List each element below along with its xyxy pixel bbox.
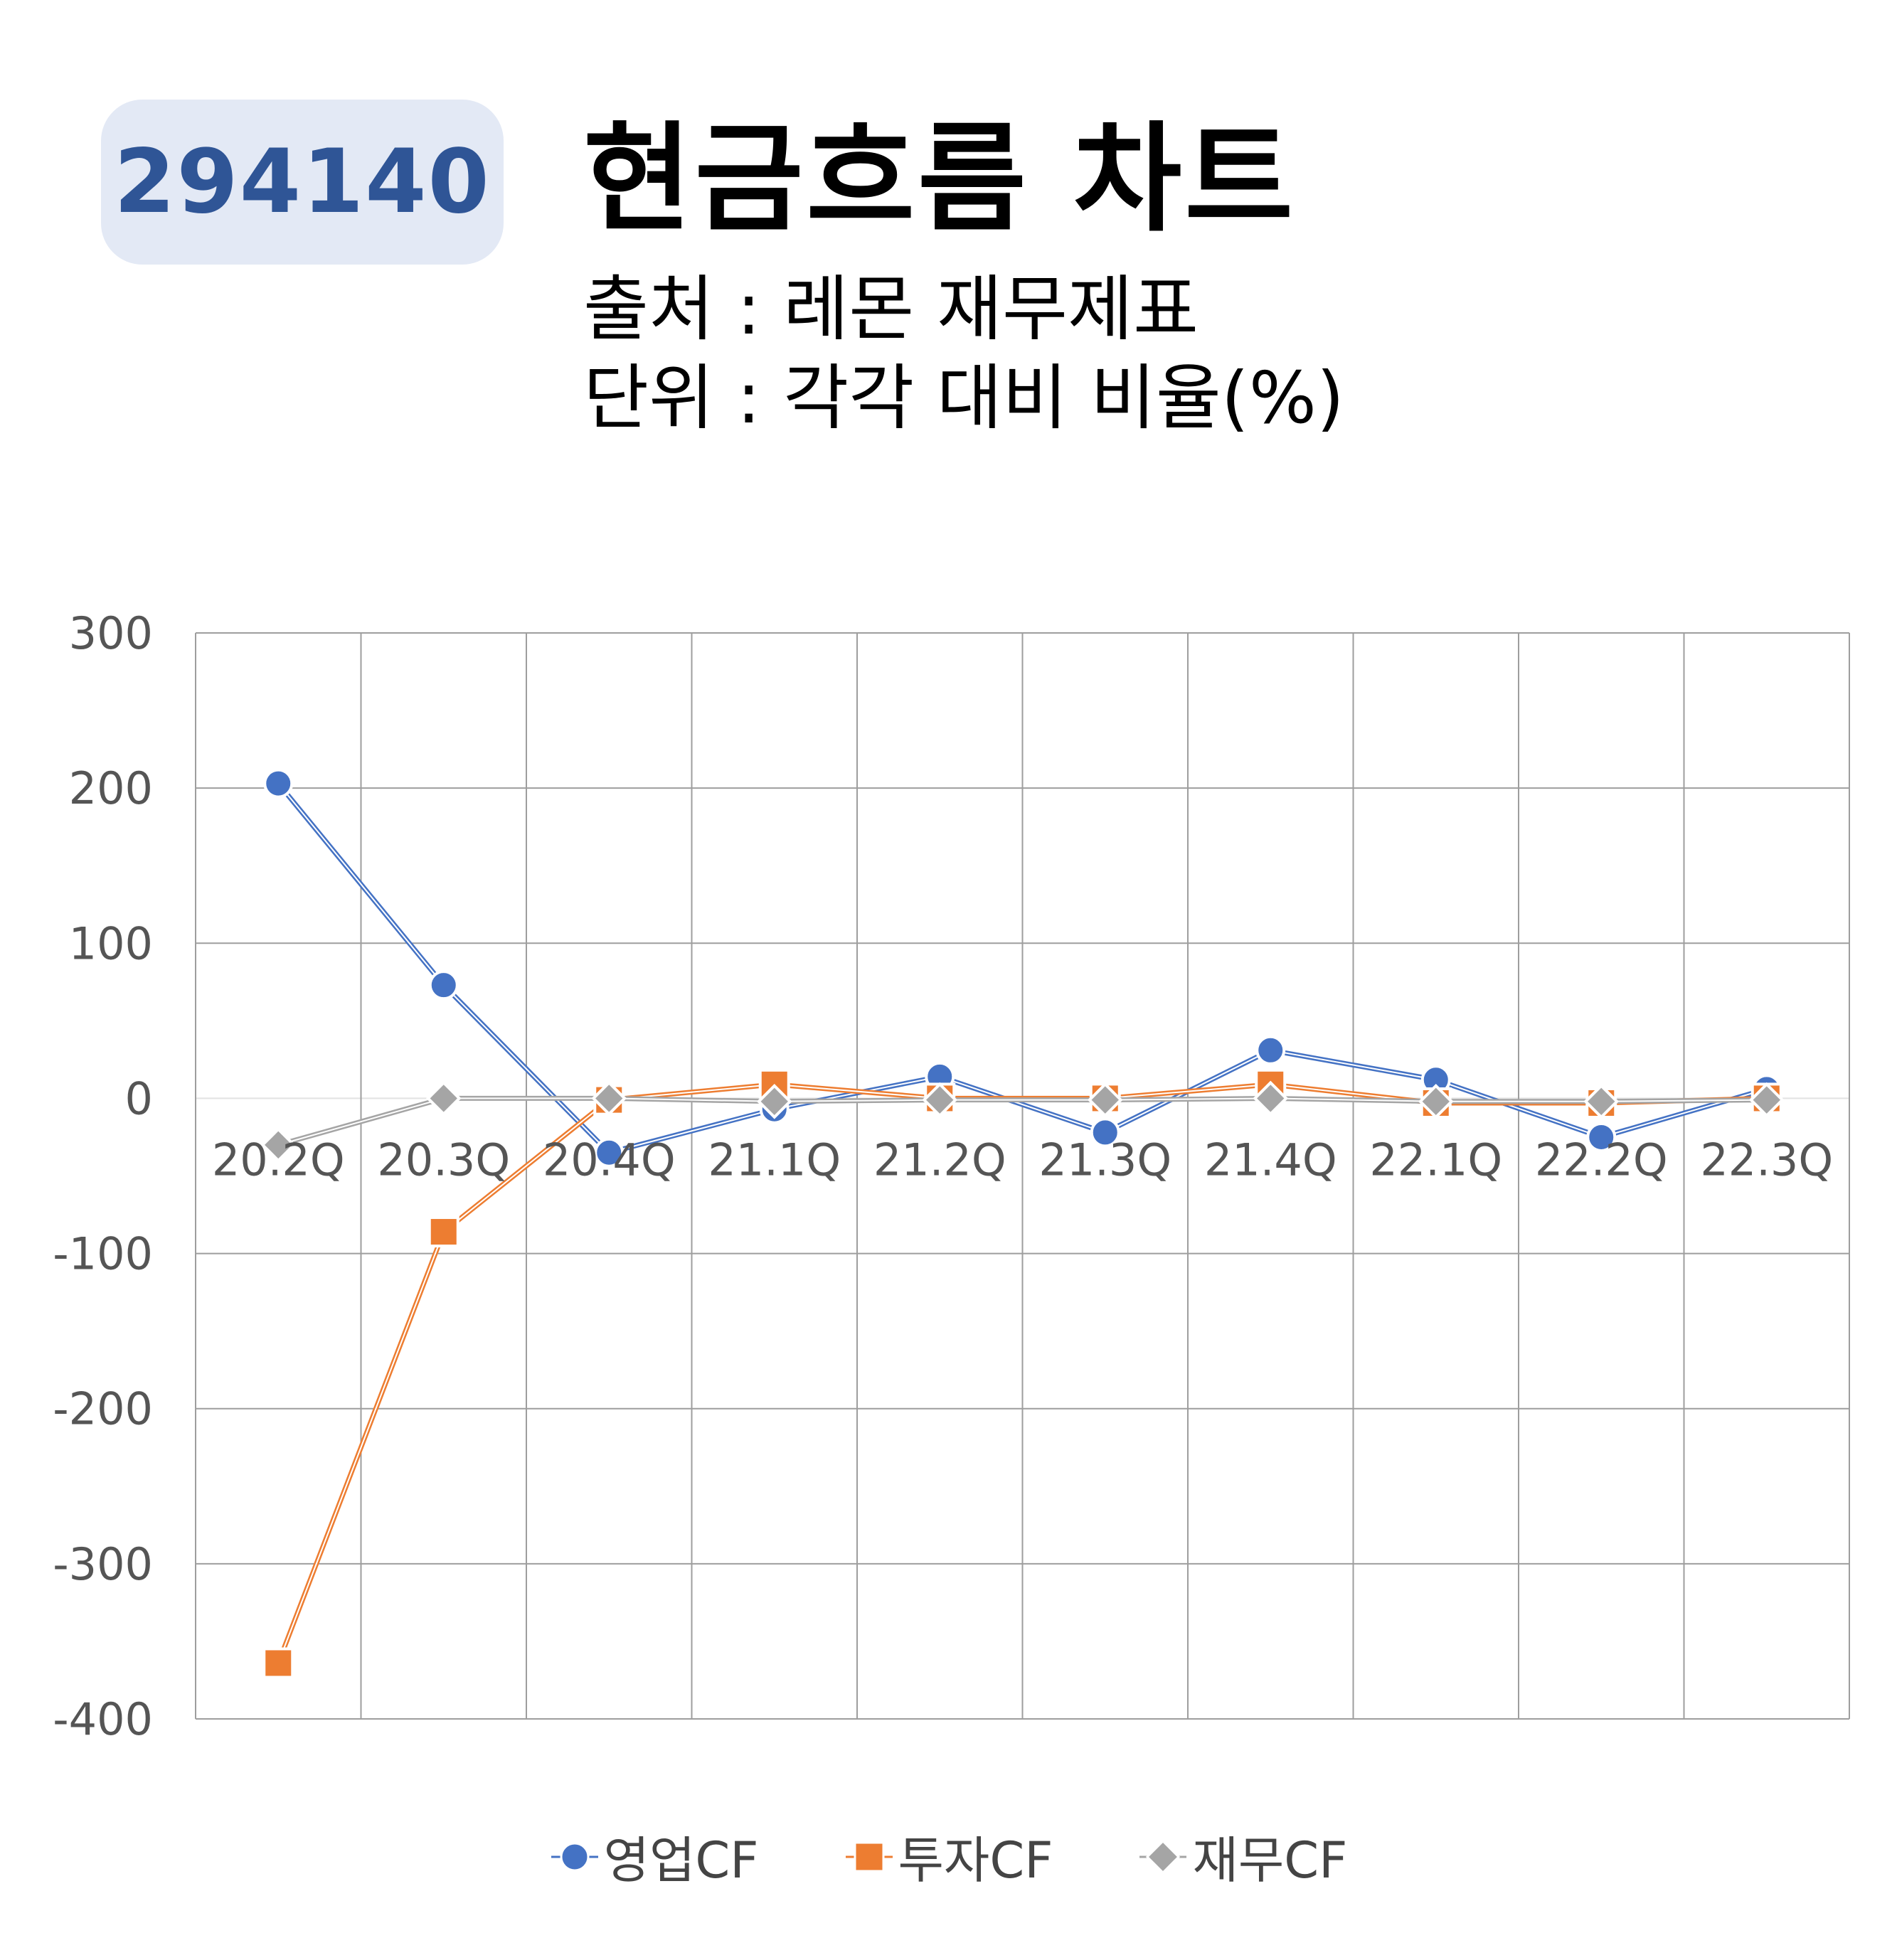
y-tick-label: 200 [69, 762, 153, 814]
x-tick-label: 21.2Q [873, 1134, 1006, 1186]
data-point[interactable] [1748, 1082, 1785, 1118]
data-point[interactable] [1087, 1082, 1123, 1118]
y-tick-label: -400 [53, 1693, 153, 1745]
series-lines [260, 768, 1785, 1679]
x-tick-label: 22.2Q [1535, 1134, 1668, 1186]
data-point[interactable] [1255, 1035, 1286, 1065]
data-point[interactable] [263, 768, 294, 799]
legend-item-financing[interactable]: 재무CF [1138, 1821, 1347, 1892]
data-point[interactable] [260, 1127, 297, 1163]
unit-label: 단위 : 각각 대비 비율(%) [583, 356, 1344, 440]
series-line-inner [277, 782, 1768, 1154]
data-point[interactable] [594, 1137, 625, 1168]
data-point[interactable] [1418, 1083, 1454, 1119]
x-tick-label: 21.1Q [708, 1134, 841, 1186]
y-tick-label: 100 [69, 917, 153, 969]
series-재무CF [260, 1080, 1785, 1163]
x-tick-label: 20.3Q [377, 1134, 510, 1186]
legend-label-financing: 재무CF [1192, 1831, 1348, 1890]
x-tick-label: 22.1Q [1369, 1134, 1502, 1186]
legend-item-operating[interactable]: 영업CF [550, 1821, 759, 1892]
data-point[interactable] [1586, 1122, 1617, 1152]
legend-item-investing[interactable]: 투자CF [844, 1821, 1053, 1892]
data-point[interactable] [1090, 1117, 1120, 1148]
chart-title: 현금흐름 차트 [583, 111, 1297, 248]
data-point[interactable] [591, 1080, 627, 1117]
x-tick-label: 22.3Q [1700, 1134, 1833, 1186]
y-axis-ticks: 300 200 100 0 -100 -200 -300 -400 [53, 607, 153, 1745]
ticker-code: 294140 [114, 131, 491, 233]
y-tick-label: -100 [53, 1228, 153, 1280]
x-tick-label: 20.2Q [212, 1134, 345, 1186]
source-label: 출처 : 레몬 재무제표 [583, 267, 1199, 351]
legend-label-investing: 투자CF [898, 1831, 1053, 1890]
data-point[interactable] [262, 1647, 294, 1679]
data-point[interactable] [1253, 1080, 1289, 1117]
grid [195, 632, 1850, 1720]
y-tick-label: 0 [125, 1072, 153, 1124]
ticker-badge: 294140 [101, 100, 504, 265]
x-tick-label: 21.4Q [1204, 1134, 1337, 1186]
legend-label-operating: 영업CF [603, 1831, 759, 1890]
square-marker-icon [845, 1841, 893, 1872]
diamond-marker-icon [1139, 1839, 1187, 1874]
x-tick-label: 20.4Q [543, 1134, 676, 1186]
data-point[interactable] [427, 1216, 459, 1248]
legend: 영업CF 투자CF 재무CF [0, 1821, 1897, 1892]
data-point[interactable] [756, 1083, 792, 1119]
x-axis-ticks: 20.2Q 20.3Q 20.4Q 21.1Q 21.2Q 21.3Q 21.4Q 22.1Q… [212, 1134, 1833, 1186]
series-line-inner [277, 1097, 1767, 1146]
y-tick-label: 300 [69, 607, 153, 659]
x-tick-label: 21.3Q [1038, 1134, 1171, 1186]
data-point[interactable] [425, 1080, 462, 1117]
data-point[interactable] [1583, 1083, 1620, 1119]
y-tick-label: -300 [53, 1538, 153, 1590]
data-point[interactable] [922, 1082, 958, 1118]
data-point[interactable] [428, 970, 459, 1001]
circle-marker-icon [551, 1842, 598, 1871]
y-tick-label: -200 [53, 1383, 153, 1435]
